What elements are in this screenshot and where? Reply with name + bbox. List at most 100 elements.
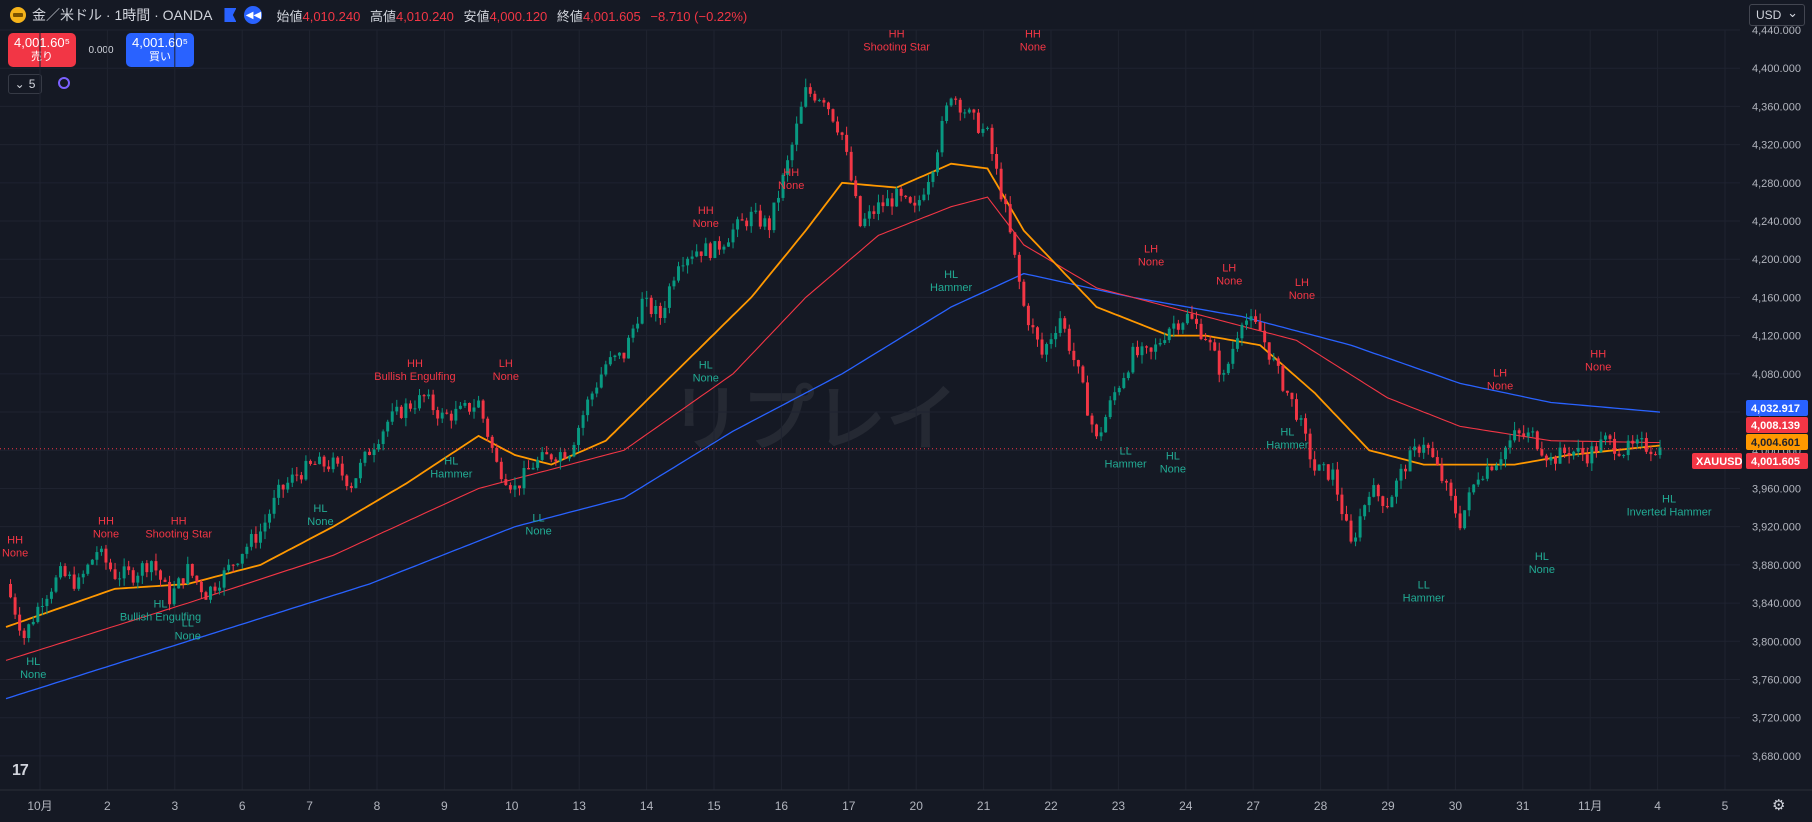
tradingview-logo[interactable]: 17 [12,762,29,779]
candle-body [1240,324,1244,339]
candle-body [1317,464,1321,471]
candle-body [967,109,971,113]
candle-body [904,195,908,198]
candle-body [1076,360,1080,367]
candle-body [477,400,481,408]
candle-body [1235,338,1239,349]
price-tag-label: 4,001.605 [1751,456,1800,468]
candle-body [636,323,640,329]
candle-body [354,478,358,488]
candle-body [1544,455,1548,461]
candle-body [1299,418,1303,420]
time-axis[interactable]: 10月 2 3 6 7 8 9 10 13 14 15 16 17 20 21 22 23 24 27 28 29 30 3… [0,789,1812,822]
candle-body [249,534,253,547]
candle-body [1036,327,1039,340]
gold-coin-icon [10,7,26,23]
candle-body [949,98,953,106]
candle-body [758,210,762,227]
candle-body [286,482,290,490]
candle-body [140,563,144,576]
time-tick-label: 21 [977,799,991,813]
candle-body [599,374,603,388]
candle-body [486,418,490,437]
annotation-label: None [1529,564,1555,576]
candle-body [358,462,362,479]
candle-body [881,202,885,207]
candle-body [577,427,581,445]
candle-body [427,394,431,397]
candle-body [1176,323,1180,330]
candle-body [736,219,740,230]
candle-body [508,485,512,490]
candle-body [563,452,567,459]
candle-body [458,405,462,409]
candle-body [795,123,799,145]
candle-body [872,211,876,214]
candle-body [1422,444,1426,453]
candle-body [595,387,599,394]
candle-body [567,456,571,459]
candle-body [27,624,31,639]
candle-body [54,577,58,592]
candle-body [236,563,240,565]
candle-body [1258,322,1262,331]
buy-button[interactable]: 4,001.60⁵ 買い [126,33,194,67]
candle-body [845,134,849,152]
price-tick-label: 3,920.000 [1752,522,1801,534]
annotation-label: HL [1166,450,1180,462]
candle-body [690,256,694,259]
indicators-collapse-button[interactable]: ⌄ 5 [8,74,42,94]
candle-body [776,197,780,203]
candle-body [1385,505,1389,508]
chevron-down-icon: ⌄ [14,77,25,91]
candle-body [549,454,553,460]
candle-body [268,513,272,523]
candle-body [136,575,140,583]
candle-body [1526,432,1530,437]
time-tick-label: 9 [441,799,448,813]
price-tick-label: 3,840.000 [1752,598,1801,610]
candle-body [1349,520,1353,542]
candle-body [122,566,126,579]
sell-button[interactable]: 4,001.60⁵ 売り [8,33,76,67]
time-tick-label: 10月 [27,799,52,813]
symbol-tag [1692,453,1742,469]
candle-body [1367,496,1371,506]
gear-icon[interactable]: ⚙ [1772,797,1786,814]
time-tick-label: 13 [573,799,587,813]
candle-body [649,297,653,315]
candle-body [1658,447,1662,456]
price-tick-label: 4,200.000 [1752,254,1801,266]
annotation-label: Hammer [1266,440,1309,452]
candle-body [99,548,103,553]
candle-body [1026,305,1030,326]
candle-body [263,522,267,532]
replay-watermark: リプレイ [670,380,959,460]
annotation-label: None [1585,361,1611,373]
time-tick-label: 22 [1044,799,1058,813]
ohlc-legend: 始値4,010.240 高値4,010.240 安値4,000.120 終値4,… [270,6,747,25]
replay-rewind-icon[interactable]: ◀◀ [244,6,263,24]
flag-icon[interactable] [224,8,237,22]
symbol-info[interactable]: 金／米ドル · 1時間 · OANDA [10,5,212,25]
candle-body [799,106,803,124]
annotation-label: LL [182,618,194,630]
price-tick-label: 3,720.000 [1752,713,1801,725]
candle-body [36,606,40,622]
candle-body [1226,363,1230,374]
currency-select[interactable]: USD [1749,4,1805,26]
candle-body [1163,340,1167,343]
candle-body [558,452,562,462]
candle-body [1558,447,1562,464]
candle-body [627,337,630,359]
price-tick-label: 4,280.000 [1752,178,1801,190]
annotation-label: None [2,548,28,560]
candle-body [281,484,285,490]
candle-body [1045,344,1049,355]
candle-body [1067,328,1071,351]
candle-body [817,100,821,102]
candle-body [472,407,476,412]
candle-body [531,467,535,470]
candle-body [1431,448,1435,458]
